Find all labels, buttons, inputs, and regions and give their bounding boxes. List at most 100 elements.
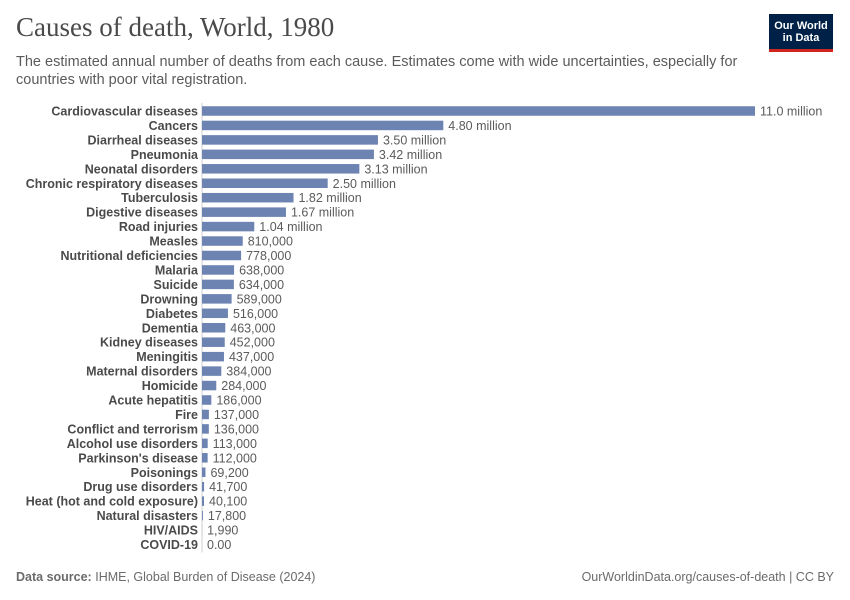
bar-row[interactable]: Conflict and terrorism 136,000 [67, 422, 259, 436]
bar[interactable] [202, 250, 242, 261]
bar-row[interactable]: HIV/AIDS 1,990 [144, 524, 239, 538]
owid-logo[interactable]: Our World in Data [769, 14, 833, 52]
value-label: 778,000 [246, 249, 291, 263]
value-label: 112,000 [213, 451, 257, 465]
bar-row[interactable]: Homicide 284,000 [142, 379, 267, 393]
bar[interactable] [202, 207, 286, 217]
bar-row[interactable]: Chronic respiratory diseases 2.50 million [26, 177, 396, 191]
bar-row[interactable]: Fire 137,000 [175, 408, 259, 422]
data-source-text[interactable]: IHME, Global Burden of Disease (2024) [95, 570, 316, 584]
bar-row[interactable]: Pneumonia 3.42 million [131, 148, 443, 162]
category-label: Cardiovascular diseases [51, 105, 198, 119]
bar-row[interactable]: Suicide 634,000 [154, 278, 285, 292]
category-label: HIV/AIDS [144, 524, 198, 538]
bar[interactable] [202, 120, 444, 131]
value-label: 136,000 [214, 422, 259, 436]
bar[interactable] [202, 453, 208, 463]
source-url[interactable]: OurWorldinData.org/causes-of-death | CC … [581, 570, 834, 584]
data-source: Data source: IHME, Global Burden of Dise… [16, 570, 315, 584]
bar[interactable] [202, 323, 226, 333]
bar[interactable] [202, 409, 209, 420]
category-label: Fire [175, 408, 198, 422]
bar[interactable] [202, 351, 224, 362]
category-label: COVID-19 [140, 538, 198, 552]
bar[interactable] [202, 221, 255, 232]
bar[interactable] [202, 192, 294, 203]
chart-subtitle: The estimated annual number of deaths fr… [16, 54, 738, 88]
bar[interactable] [202, 294, 232, 304]
bar[interactable] [202, 438, 208, 449]
value-label: 638,000 [239, 263, 284, 277]
bar[interactable] [202, 395, 212, 405]
bar[interactable] [202, 337, 225, 347]
value-label: 137,000 [214, 408, 259, 422]
bar-row[interactable]: COVID-19 0.00 [140, 538, 231, 552]
value-label: 589,000 [237, 292, 282, 306]
value-label: 437,000 [229, 350, 274, 364]
bar-row[interactable]: Dementia 463,000 [142, 321, 276, 335]
value-label: 11.0 million [760, 105, 822, 119]
bar-row[interactable]: Maternal disorders 384,000 [86, 365, 271, 379]
value-label: 1.04 million [259, 220, 322, 234]
bar-row[interactable]: Heat (hot and cold exposure) 40,100 [26, 495, 248, 509]
bar[interactable] [202, 236, 243, 246]
bar[interactable] [202, 106, 755, 116]
bar-row[interactable]: Meningitis 437,000 [136, 350, 274, 364]
data-source-label: Data source: [16, 570, 92, 584]
value-label: 810,000 [248, 235, 293, 249]
category-label: Drowning [140, 292, 198, 306]
bar-row[interactable]: Drowning 589,000 [140, 292, 281, 306]
category-label: Meningitis [136, 350, 198, 364]
bar-row[interactable]: Nutritional deficiencies 778,000 [60, 249, 291, 263]
bar[interactable] [202, 510, 203, 521]
value-label: 3.50 million [383, 133, 446, 147]
category-label: Dementia [142, 321, 199, 335]
bar[interactable] [202, 149, 374, 160]
category-label: Pneumonia [131, 148, 199, 162]
bar[interactable] [202, 178, 328, 189]
bar[interactable] [202, 481, 205, 492]
value-label: 1,990 [207, 524, 238, 538]
category-label: Cancers [149, 119, 198, 133]
bar-row[interactable]: Cancers 4.80 million [149, 119, 512, 133]
bar[interactable] [202, 279, 234, 290]
bar-row[interactable]: Parkinson's disease 112,000 [78, 451, 257, 465]
category-label: Tuberculosis [121, 191, 198, 205]
bar[interactable] [202, 366, 222, 376]
bar-row[interactable]: Alcohol use disorders 113,000 [67, 437, 257, 451]
bar[interactable] [202, 424, 209, 434]
bar-row[interactable]: Digestive diseases 1.67 million [86, 206, 354, 220]
bar[interactable] [202, 467, 206, 478]
bar-row[interactable]: Neonatal disorders 3.13 million [85, 162, 428, 176]
bar[interactable] [202, 265, 235, 275]
bar[interactable] [202, 496, 205, 506]
category-label: Conflict and terrorism [67, 422, 198, 436]
bar-row[interactable]: Measles 810,000 [149, 235, 293, 249]
category-label: Alcohol use disorders [67, 437, 198, 451]
bar-row[interactable]: Diarrheal diseases 3.50 million [88, 133, 447, 147]
category-label: Kidney diseases [100, 336, 198, 350]
bar-row[interactable]: Diabetes 516,000 [146, 307, 278, 321]
value-label: 284,000 [221, 379, 266, 393]
bar-row[interactable]: Poisonings 69,200 [131, 466, 249, 480]
bar-row[interactable]: Acute hepatitis 186,000 [108, 394, 261, 408]
bar-row[interactable]: Road injuries 1.04 million [119, 220, 323, 234]
bar-row[interactable]: Natural disasters 17,800 [97, 509, 247, 523]
value-label: 384,000 [226, 365, 271, 379]
category-label: Chronic respiratory diseases [26, 177, 198, 191]
category-label: Neonatal disorders [85, 162, 198, 176]
value-label: 3.42 million [379, 148, 442, 162]
bar-row[interactable]: Kidney diseases 452,000 [100, 336, 275, 350]
value-label: 2.50 million [333, 177, 396, 191]
bar[interactable] [202, 135, 378, 145]
bar-row[interactable]: Cardiovascular diseases 11.0 million [51, 105, 822, 119]
bar[interactable] [202, 164, 360, 174]
bar[interactable] [202, 308, 228, 319]
bar-row[interactable]: Tuberculosis 1.82 million [121, 191, 362, 205]
category-label: Homicide [142, 379, 198, 393]
value-label: 113,000 [213, 437, 257, 451]
value-label: 40,100 [209, 495, 247, 509]
bar-row[interactable]: Drug use disorders 41,700 [83, 480, 247, 494]
bar-row[interactable]: Malaria 638,000 [155, 263, 284, 277]
bar[interactable] [202, 380, 217, 391]
